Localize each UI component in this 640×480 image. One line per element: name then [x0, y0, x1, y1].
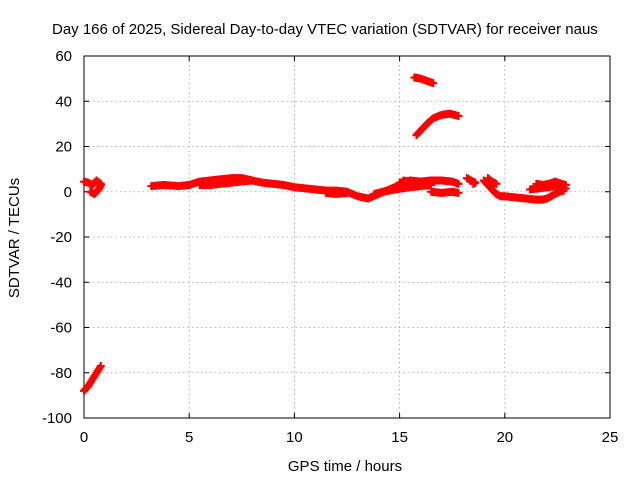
grid-lines	[84, 56, 610, 418]
y-tick-label: -100	[42, 410, 72, 427]
x-tick-label: 10	[286, 429, 303, 446]
y-tick-label: 20	[55, 139, 72, 156]
series-arc-10	[410, 73, 438, 88]
y-tick-label: -80	[50, 365, 72, 382]
series-arc-6	[321, 188, 351, 199]
y-tick-label: -40	[50, 274, 72, 291]
x-tick-label: 0	[80, 429, 88, 446]
data-point-marker	[343, 188, 351, 197]
series-arc-14	[483, 174, 501, 188]
y-tick-label: -60	[50, 320, 72, 337]
series-arc-11	[412, 109, 463, 140]
series-arc-4	[147, 174, 415, 203]
y-axis-label: SDTVAR / TECUs	[6, 178, 23, 298]
chart-title: Day 166 of 2025, Sidereal Day-to-day VTE…	[52, 21, 598, 38]
y-tick-label: 60	[55, 48, 72, 65]
series-arc-12	[462, 174, 480, 188]
data-point-marker	[454, 179, 463, 188]
x-axis-label: GPS time / hours	[288, 458, 402, 475]
x-tick-label: 25	[602, 429, 619, 446]
y-tick-label: 40	[55, 93, 72, 110]
data-point-marker	[492, 179, 501, 188]
data-point-marker	[429, 79, 438, 88]
y-tick-label: 0	[64, 184, 72, 201]
axis-ticks: 0 5 10 15 20 25 -100 -80 -60 -40 -20 0 20 40 60	[42, 48, 618, 446]
data-point-marker	[96, 361, 105, 370]
series-arc-16	[526, 182, 570, 194]
series-arc-2	[86, 180, 105, 199]
series-arc-3	[80, 361, 105, 395]
x-tick-label: 15	[391, 429, 408, 446]
data-point-marker	[561, 184, 570, 193]
data-point-marker	[248, 176, 257, 185]
data-point-marker	[454, 188, 463, 197]
data-point-marker	[454, 111, 463, 120]
x-tick-label: 5	[185, 429, 193, 446]
data-point-marker	[469, 179, 478, 188]
series-arc-5	[195, 176, 257, 189]
x-tick-label: 20	[496, 429, 513, 446]
plot-frame	[83, 55, 611, 419]
series-arc-8	[395, 176, 463, 188]
y-tick-label: -20	[50, 229, 72, 246]
data-point-marker	[96, 180, 105, 189]
data-points	[80, 73, 570, 395]
series-arc-9	[427, 187, 463, 197]
